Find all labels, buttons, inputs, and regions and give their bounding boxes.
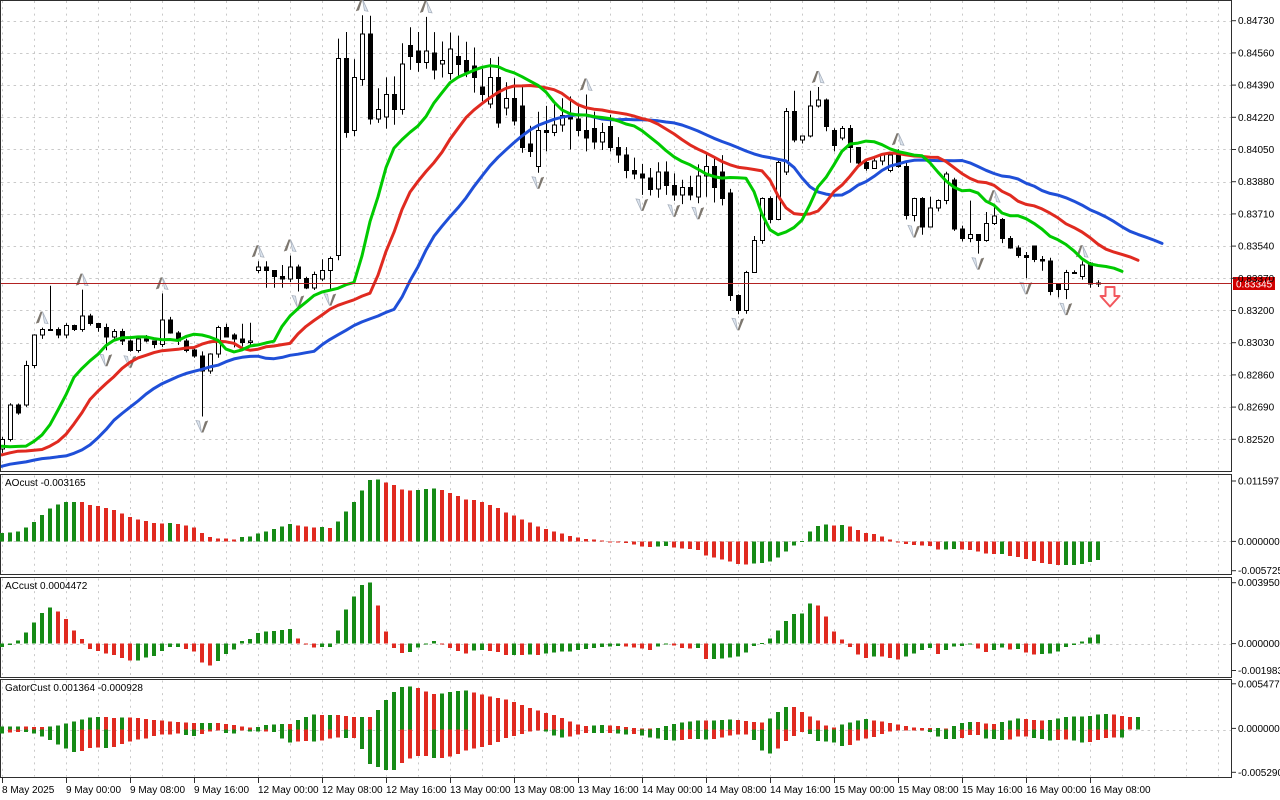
svg-text:0.83030: 0.83030: [1238, 338, 1275, 349]
svg-text:13 May 16:00: 13 May 16:00: [578, 785, 639, 796]
svg-text:0.84730: 0.84730: [1238, 16, 1275, 27]
svg-text:0.83200: 0.83200: [1238, 306, 1275, 317]
svg-text:0.83345: 0.83345: [1236, 280, 1273, 291]
svg-text:0.011597: 0.011597: [1238, 477, 1279, 488]
svg-text:16 May 00:00: 16 May 00:00: [1026, 785, 1087, 796]
svg-text:0.83880: 0.83880: [1238, 177, 1275, 188]
svg-text:0.82690: 0.82690: [1238, 403, 1275, 414]
svg-text:12 May 16:00: 12 May 16:00: [386, 785, 447, 796]
svg-text:13 May 00:00: 13 May 00:00: [450, 785, 511, 796]
svg-text:15 May 00:00: 15 May 00:00: [834, 785, 895, 796]
svg-text:8 May 2025: 8 May 2025: [2, 785, 55, 796]
svg-text:14 May 00:00: 14 May 00:00: [642, 785, 703, 796]
svg-text:ACcust 0.0004472: ACcust 0.0004472: [5, 581, 88, 592]
svg-text:15 May 08:00: 15 May 08:00: [898, 785, 959, 796]
svg-text:0.000000: 0.000000: [1238, 724, 1280, 735]
svg-text:12 May 00:00: 12 May 00:00: [258, 785, 319, 796]
svg-text:-0.005725: -0.005725: [1238, 566, 1280, 577]
svg-text:15 May 16:00: 15 May 16:00: [962, 785, 1023, 796]
svg-text:14 May 16:00: 14 May 16:00: [770, 785, 831, 796]
svg-text:0.82860: 0.82860: [1238, 370, 1275, 381]
svg-text:AOcust -0.003165: AOcust -0.003165: [5, 478, 86, 489]
svg-text:12 May 08:00: 12 May 08:00: [322, 785, 383, 796]
svg-text:0.005477: 0.005477: [1238, 679, 1280, 690]
svg-text:0.84560: 0.84560: [1238, 48, 1275, 59]
svg-text:0.0000000: 0.0000000: [1238, 639, 1280, 650]
svg-text:0.000000: 0.000000: [1238, 537, 1280, 548]
svg-text:0.82520: 0.82520: [1238, 435, 1275, 446]
svg-text:0.84220: 0.84220: [1238, 113, 1275, 124]
svg-text:16 May 08:00: 16 May 08:00: [1090, 785, 1151, 796]
svg-text:-0.0019834: -0.0019834: [1238, 666, 1280, 677]
svg-text:0.83370: 0.83370: [1238, 274, 1275, 285]
svg-text:0.84390: 0.84390: [1238, 81, 1275, 92]
svg-text:0.83710: 0.83710: [1238, 209, 1275, 220]
svg-text:9 May 00:00: 9 May 00:00: [66, 785, 121, 796]
svg-text:14 May 08:00: 14 May 08:00: [706, 785, 767, 796]
svg-text:0.83540: 0.83540: [1238, 242, 1275, 253]
svg-text:9 May 16:00: 9 May 16:00: [194, 785, 249, 796]
svg-text:-0.005290: -0.005290: [1238, 768, 1280, 779]
svg-text:13 May 08:00: 13 May 08:00: [514, 785, 575, 796]
svg-text:GatorCust 0.001364 -0.000928: GatorCust 0.001364 -0.000928: [5, 683, 143, 694]
svg-text:9 May 08:00: 9 May 08:00: [130, 785, 185, 796]
svg-text:0.0039504: 0.0039504: [1238, 578, 1280, 589]
svg-text:0.84050: 0.84050: [1238, 145, 1275, 156]
